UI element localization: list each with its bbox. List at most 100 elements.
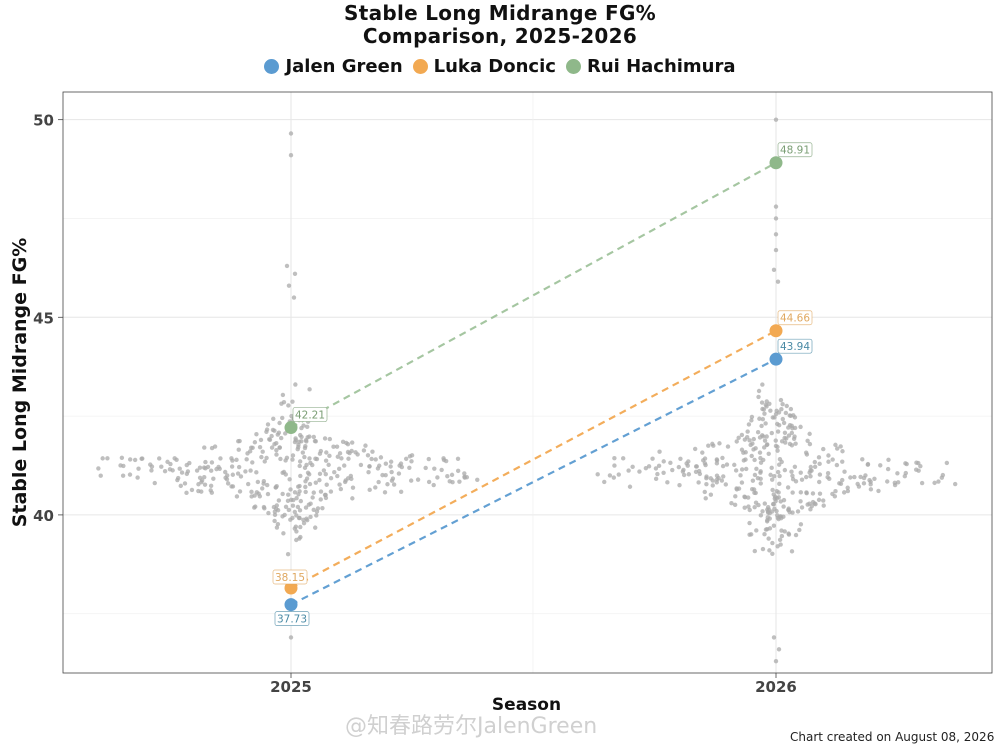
label-box-luka-doncic-2026 <box>777 310 813 326</box>
background-point <box>274 483 279 489</box>
background-point <box>275 521 281 527</box>
background-point <box>865 461 871 467</box>
background-point <box>756 388 762 394</box>
background-point <box>714 457 720 462</box>
background-point <box>736 435 741 441</box>
background-point <box>165 459 170 465</box>
background-point <box>741 458 747 463</box>
background-point <box>616 472 621 477</box>
point-rui-hachimura-2026 <box>769 156 783 170</box>
background-point <box>732 502 738 508</box>
background-point <box>612 463 617 468</box>
background-point <box>840 459 845 464</box>
background-point <box>774 489 780 494</box>
background-point <box>396 471 402 476</box>
background-point <box>704 476 709 481</box>
background-point <box>746 422 752 427</box>
label-box-rui-hachimura-2025 <box>292 407 328 422</box>
background-point <box>764 519 770 524</box>
background-point <box>940 472 946 478</box>
background-point <box>363 443 368 448</box>
background-point <box>373 457 378 462</box>
y-axis-title: Stable Long Midrange FG% <box>9 238 31 528</box>
background-point <box>298 524 303 530</box>
background-point <box>788 406 794 412</box>
background-point <box>767 548 772 553</box>
background-point <box>685 463 690 468</box>
background-point <box>782 435 787 441</box>
background-point <box>773 498 778 504</box>
background-point <box>349 476 354 482</box>
legend-label-jalen-green: Jalen Green <box>285 56 403 77</box>
background-point <box>247 449 253 454</box>
background-point <box>435 475 440 480</box>
background-point <box>773 232 779 237</box>
background-point <box>342 479 348 485</box>
background-point <box>423 465 428 471</box>
background-point <box>294 537 299 543</box>
background-point <box>816 455 822 460</box>
background-point <box>788 413 793 419</box>
background-point <box>426 456 431 462</box>
background-point <box>272 518 277 524</box>
background-point <box>203 459 208 465</box>
background-point <box>798 470 803 475</box>
background-point <box>328 476 334 481</box>
background-point <box>758 470 763 475</box>
background-point <box>317 471 323 477</box>
background-point <box>162 468 168 474</box>
background-point <box>298 473 303 479</box>
background-point <box>773 247 779 253</box>
background-point <box>748 442 753 448</box>
background-point <box>398 489 404 494</box>
background-point <box>367 487 372 493</box>
background-point <box>314 513 319 518</box>
background-point <box>274 452 279 457</box>
background-point <box>759 423 764 429</box>
background-point <box>334 444 340 449</box>
background-point <box>230 472 236 477</box>
background-point <box>311 434 316 440</box>
background-point <box>293 524 299 529</box>
background-point <box>378 455 384 460</box>
background-point <box>229 456 234 461</box>
background-point <box>342 463 347 468</box>
background-point <box>720 463 726 469</box>
background-point <box>276 430 282 435</box>
background-point <box>804 491 809 496</box>
background-point <box>439 467 444 473</box>
background-point <box>793 479 799 484</box>
background-point <box>313 525 318 530</box>
background-point <box>335 473 340 479</box>
connector-line-jalen-green <box>290 358 777 606</box>
background-point <box>808 468 813 473</box>
background-point <box>786 507 791 513</box>
background-point <box>259 454 264 460</box>
background-point <box>816 497 822 503</box>
background-point <box>264 482 270 488</box>
background-point <box>868 479 873 485</box>
background-point <box>790 490 795 495</box>
background-point <box>323 458 329 463</box>
background-point <box>283 458 288 463</box>
background-point <box>775 279 781 284</box>
background-point <box>708 492 714 497</box>
background-point <box>335 454 341 459</box>
connector-line-luka-doncic <box>290 329 777 589</box>
background-point <box>653 466 659 471</box>
background-point <box>350 485 356 490</box>
background-point <box>265 491 271 497</box>
background-point <box>626 468 631 473</box>
chart-title: Stable Long Midrange FG% Comparison, 202… <box>0 2 1000 48</box>
background-point <box>270 427 276 433</box>
background-point <box>296 515 302 521</box>
legend-marker-luka-doncic <box>412 59 428 74</box>
background-point <box>367 464 372 469</box>
background-point <box>208 483 214 489</box>
background-point <box>789 430 795 436</box>
background-point <box>773 117 779 122</box>
background-point <box>388 459 394 464</box>
background-point <box>366 469 371 475</box>
background-point <box>786 425 791 430</box>
